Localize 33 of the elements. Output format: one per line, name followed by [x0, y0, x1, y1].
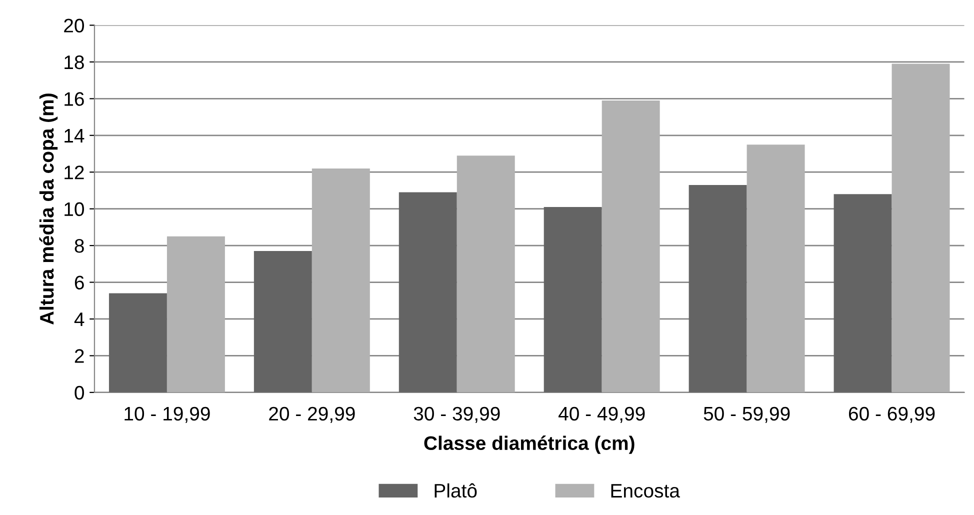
y-tick-label: 4	[74, 312, 84, 326]
bar	[688, 184, 747, 392]
x-axis-title: Classe diamétrica (cm)	[424, 436, 634, 454]
x-tick-label: 50 - 59,99	[704, 406, 790, 423]
y-tick-label: 18	[64, 55, 84, 70]
x-tick-label: 10 - 19,99	[124, 406, 210, 423]
y-tick-label: 20	[64, 18, 84, 32]
y-tick-label: 10	[64, 202, 84, 216]
y-tick-label: 14	[64, 129, 84, 142]
y-tick-label: 2	[74, 349, 84, 363]
bar	[834, 194, 892, 392]
bar	[312, 168, 370, 392]
x-tick-label: 60 - 69,99	[848, 406, 935, 423]
legend-label: Encosta	[611, 484, 680, 498]
x-tick-label: 30 - 39,99	[414, 406, 500, 423]
bar	[166, 236, 225, 392]
bar	[456, 156, 515, 392]
bar	[544, 206, 602, 392]
bar	[398, 192, 457, 392]
legend-label: Platô	[434, 483, 477, 498]
y-tick-label: 0	[74, 386, 84, 400]
bar	[892, 64, 950, 392]
y-tick-label: 8	[74, 239, 84, 253]
bar	[602, 100, 660, 392]
bar	[746, 144, 805, 392]
x-tick-label: 40 - 49,99	[558, 406, 645, 423]
x-tick-label: 20 - 29,99	[269, 406, 355, 423]
y-tick-label: 12	[64, 166, 84, 180]
y-tick-label: 6	[74, 276, 84, 290]
y-tick-label: 16	[64, 92, 84, 106]
bar	[254, 251, 312, 392]
y-axis-title: Altura média da copa (m)	[39, 94, 58, 324]
bar	[108, 293, 167, 392]
